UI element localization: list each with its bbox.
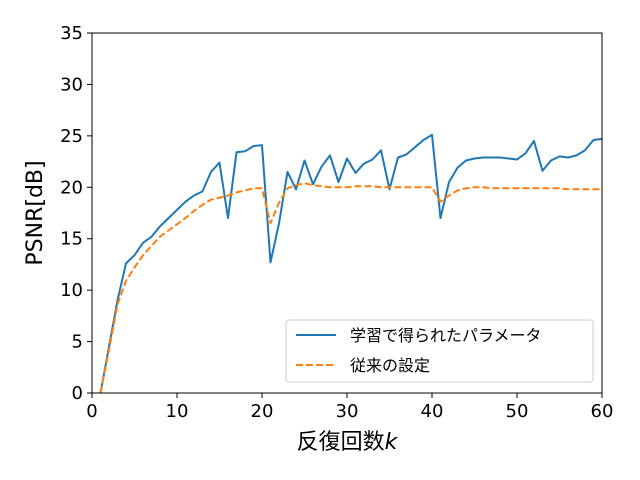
y-tick-label: 5 [72, 332, 83, 353]
x-axis-label-text: 反復回数 [297, 430, 385, 455]
x-tick-label: 50 [506, 401, 529, 422]
y-axis-label: PSNR[dB] [23, 160, 48, 265]
series-line-conventional [99, 182, 602, 394]
series-line-learned [99, 133, 603, 394]
y-tick-label: 20 [60, 177, 83, 198]
y-tick-label: 10 [60, 280, 83, 301]
legend-label-conventional: 従来の設定 [350, 356, 430, 375]
y-tick-label: 15 [60, 229, 83, 250]
x-axis-label: 反復回数k [297, 430, 399, 455]
x-tick-label: 0 [86, 401, 97, 422]
x-tick-label: 30 [336, 401, 359, 422]
x-tick-label: 60 [591, 401, 614, 422]
y-tick-label: 30 [60, 74, 83, 95]
y-tick-label: 0 [72, 383, 83, 404]
legend-label-learned: 学習で得られたパラメータ [350, 326, 542, 345]
x-axis-label-variable: k [385, 430, 399, 455]
x-tick-label: 40 [421, 401, 444, 422]
x-tick-label: 10 [166, 401, 189, 422]
y-tick-label: 25 [60, 126, 83, 147]
legend-box [285, 319, 594, 383]
y-tick-label: 35 [60, 23, 83, 44]
ticks-layer: 0 10 20 30 40 50 60 0 5 10 15 20 25 30 35 [60, 23, 613, 422]
legend: 学習で得られたパラメータ 従来の設定 [285, 319, 594, 383]
series-layer [99, 133, 603, 394]
x-tick-label: 20 [251, 401, 274, 422]
